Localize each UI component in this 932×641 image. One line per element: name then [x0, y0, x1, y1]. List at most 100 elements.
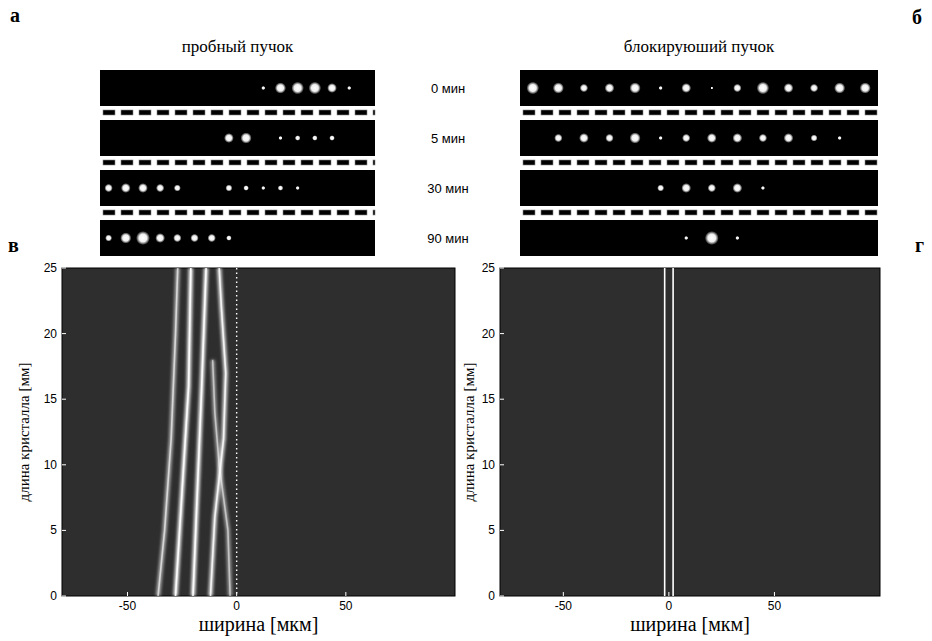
plot-area: [62, 268, 455, 596]
strip-dash: [373, 160, 375, 165]
y-tick-label: 5: [50, 523, 57, 537]
strip-dash: [355, 210, 367, 215]
strip-dash: [523, 160, 535, 165]
beam-spot: [329, 135, 335, 141]
beam-spot: [629, 132, 640, 143]
beam-spot: [757, 82, 770, 95]
beam-spot: [121, 183, 131, 193]
strip-dash: [139, 160, 151, 165]
strip-dash: [847, 210, 859, 215]
strip-dash: [193, 110, 205, 115]
beam-spot: [682, 134, 690, 142]
strip-dash: [577, 110, 589, 115]
y-tick-label: 20: [482, 327, 496, 341]
y-tick: [500, 333, 504, 334]
strip-dash: [865, 160, 877, 165]
strip-dash: [373, 110, 375, 115]
strip-dash: [265, 210, 277, 215]
x-tick: [563, 592, 564, 596]
y-tick-label: 10: [44, 458, 58, 472]
y-tick: [62, 464, 66, 465]
strip-dash: [685, 210, 697, 215]
beam-spot: [605, 83, 615, 93]
x-tick: [774, 592, 775, 596]
strip-dash: [775, 110, 787, 115]
beam-filament: [176, 268, 191, 596]
strip-dash: [757, 110, 769, 115]
strip-dash: [301, 210, 313, 215]
beam-spot: [553, 82, 564, 93]
beam-spot: [291, 82, 304, 95]
strip-dash: [739, 160, 751, 165]
strip-dash: [229, 160, 241, 165]
y-tick: [62, 268, 66, 269]
beam-spot: [327, 83, 337, 93]
panel-letter: б: [912, 6, 922, 28]
x-tick-label: 50: [339, 599, 353, 613]
beam-spot: [240, 132, 251, 143]
beam-spot: [761, 186, 765, 190]
photo-panel: бблокируюший пучок: [520, 6, 922, 256]
strip-dash: [721, 160, 733, 165]
strip-dash: [193, 210, 205, 215]
strip-dash: [577, 160, 589, 165]
beam-spot: [732, 183, 742, 193]
strip-dash: [319, 210, 331, 215]
y-tick-label: 10: [482, 458, 496, 472]
strip-dash: [595, 160, 607, 165]
strip-dash: [865, 110, 877, 115]
x-tick: [236, 592, 237, 596]
strip-dash: [319, 110, 331, 115]
figure: апробный пучокбблокируюший пучок0 мин5 м…: [0, 0, 932, 641]
strip-dash: [721, 210, 733, 215]
strip-dash: [355, 110, 367, 115]
strip-dash: [667, 210, 679, 215]
beam-spot: [733, 84, 741, 92]
strip-dash: [595, 110, 607, 115]
beam-spot: [278, 185, 284, 191]
strip-dash: [829, 110, 841, 115]
beam-spot: [156, 184, 164, 192]
strip-dash: [739, 210, 751, 215]
beam-spot: [155, 233, 165, 243]
strip-dash: [559, 210, 571, 215]
strip-dash: [793, 160, 805, 165]
photo-frame: [100, 170, 375, 206]
data-group: [665, 268, 673, 596]
beam-spot: [710, 87, 713, 90]
beam-spot: [811, 135, 818, 142]
y-tick: [500, 596, 504, 597]
strip-dash: [121, 110, 133, 115]
data-group: [158, 268, 237, 596]
strip-dash: [283, 210, 295, 215]
strip-dash: [541, 210, 553, 215]
x-tick: [345, 592, 346, 596]
y-tick: [62, 399, 66, 400]
strip-dash: [247, 110, 259, 115]
strip-dash: [175, 210, 187, 215]
y-axis-title: длина кристалла [мм]: [16, 363, 32, 502]
strip-dash: [613, 110, 625, 115]
beam-spot: [681, 83, 691, 93]
strip-dash: [229, 110, 241, 115]
beam-spot: [174, 185, 181, 192]
strip-dash: [337, 160, 349, 165]
beam-filament: [193, 268, 206, 596]
strip-dash: [211, 210, 223, 215]
y-tick: [500, 530, 504, 531]
strip-dash: [631, 110, 643, 115]
beam-spot: [708, 184, 716, 192]
strip-dash: [811, 110, 823, 115]
strip-dash: [703, 160, 715, 165]
beam-spot: [554, 134, 562, 142]
strip-dash: [613, 160, 625, 165]
y-tick-label: 25: [44, 261, 58, 275]
photo-frame: [100, 220, 375, 256]
y-tick: [500, 464, 504, 465]
x-tick: [668, 592, 669, 596]
strip-dash: [355, 160, 367, 165]
beam-filament: [664, 268, 666, 596]
strip-dash: [523, 210, 535, 215]
beam-spot: [312, 135, 318, 141]
strip-dash: [139, 110, 151, 115]
